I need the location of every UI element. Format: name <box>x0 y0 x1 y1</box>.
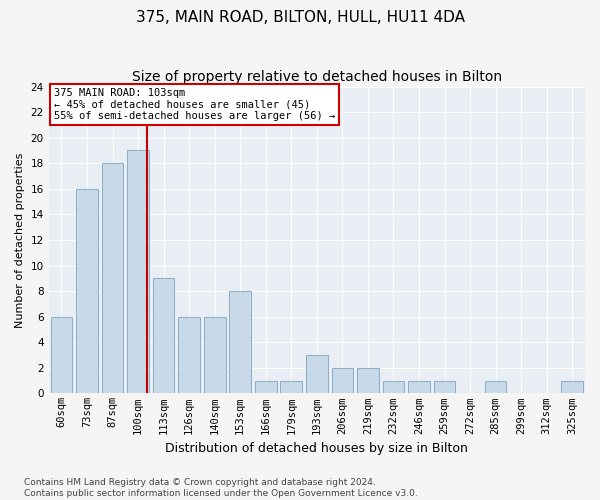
Bar <box>485 380 506 394</box>
Text: 375, MAIN ROAD, BILTON, HULL, HU11 4DA: 375, MAIN ROAD, BILTON, HULL, HU11 4DA <box>136 10 464 25</box>
Bar <box>153 278 175 394</box>
Y-axis label: Number of detached properties: Number of detached properties <box>15 152 25 328</box>
X-axis label: Distribution of detached houses by size in Bilton: Distribution of detached houses by size … <box>166 442 468 455</box>
Bar <box>127 150 149 394</box>
Bar <box>229 291 251 394</box>
Bar <box>101 164 124 394</box>
Bar <box>332 368 353 394</box>
Bar <box>306 355 328 394</box>
Title: Size of property relative to detached houses in Bilton: Size of property relative to detached ho… <box>132 70 502 84</box>
Bar <box>434 380 455 394</box>
Bar <box>204 316 226 394</box>
Text: Contains HM Land Registry data © Crown copyright and database right 2024.
Contai: Contains HM Land Registry data © Crown c… <box>24 478 418 498</box>
Bar <box>255 380 277 394</box>
Bar <box>76 189 98 394</box>
Bar <box>357 368 379 394</box>
Bar <box>383 380 404 394</box>
Bar <box>280 380 302 394</box>
Bar <box>562 380 583 394</box>
Bar <box>50 316 72 394</box>
Text: 375 MAIN ROAD: 103sqm
← 45% of detached houses are smaller (45)
55% of semi-deta: 375 MAIN ROAD: 103sqm ← 45% of detached … <box>54 88 335 122</box>
Bar <box>178 316 200 394</box>
Bar <box>408 380 430 394</box>
